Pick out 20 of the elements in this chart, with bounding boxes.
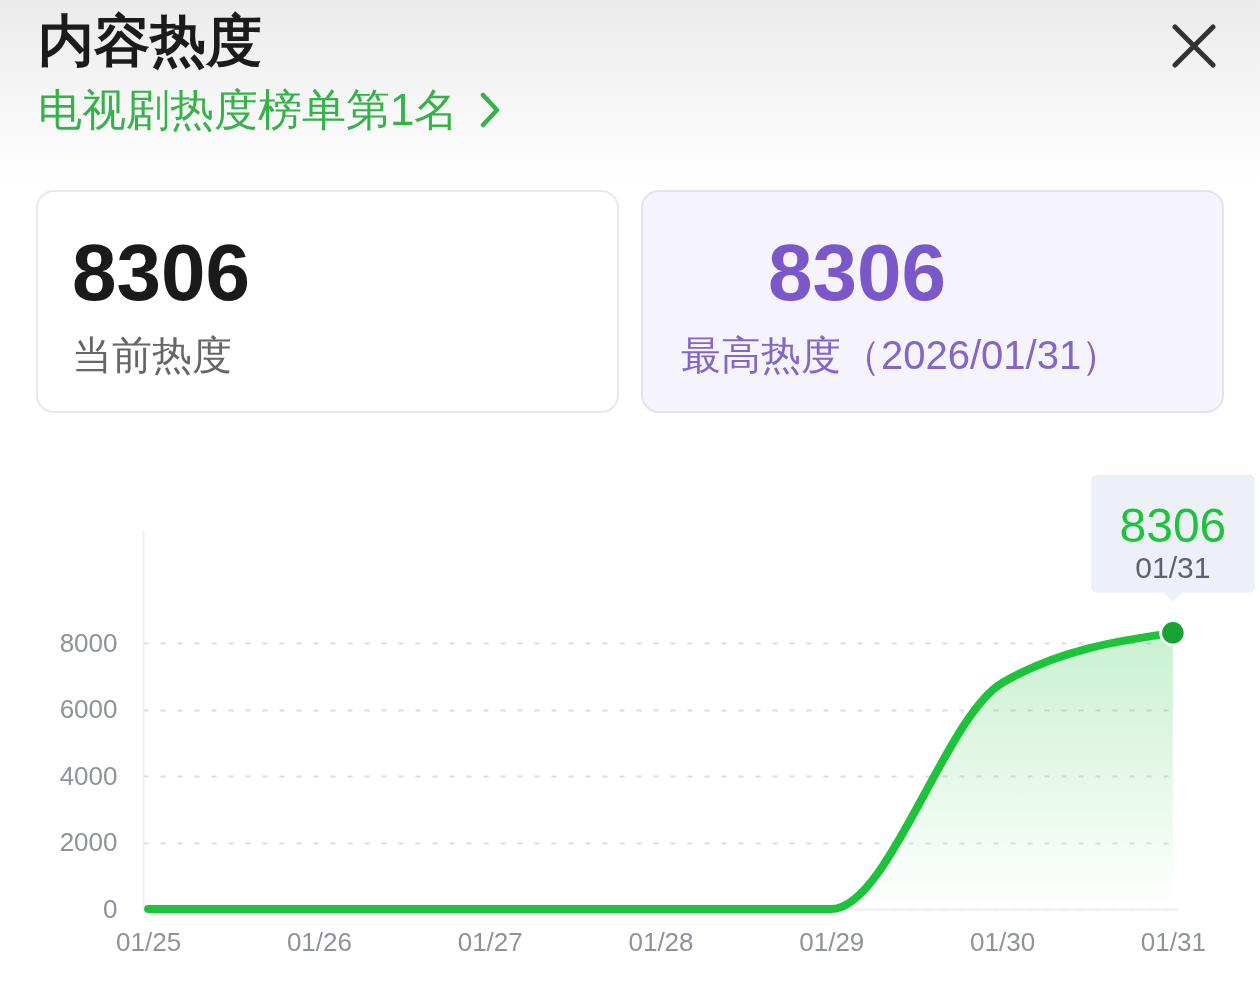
x-tick-label: 01/25 — [116, 926, 182, 957]
annotation: 8306 — [1119, 498, 1227, 552]
text: 8306 — [72, 228, 250, 317]
y-tick-label: 4000 — [59, 760, 118, 791]
text: 8306 — [768, 228, 946, 317]
y-tick-label: 0 — [103, 893, 118, 924]
chart-title: 内容热度 — [38, 9, 262, 72]
x-tick-label: 01/29 — [799, 926, 865, 957]
text: 最高热度（2026/01/31） — [681, 333, 1122, 377]
y-tick-label: 6000 — [59, 694, 118, 725]
annotation: 01/31 — [1135, 550, 1211, 584]
y-tick-label: 2000 — [59, 827, 118, 858]
text: 当前热度 — [72, 333, 232, 377]
x-tick-label: 01/26 — [286, 926, 352, 957]
x-tick-label: 01/30 — [970, 926, 1036, 957]
x-tick-label: 01/28 — [628, 926, 694, 957]
chart-subtitle: 电视剧热度榜单第1名 — [38, 85, 459, 134]
x-tick-label: 01/31 — [1140, 926, 1206, 957]
x-tick-label: 01/27 — [457, 926, 523, 957]
y-tick-label: 8000 — [59, 627, 118, 658]
